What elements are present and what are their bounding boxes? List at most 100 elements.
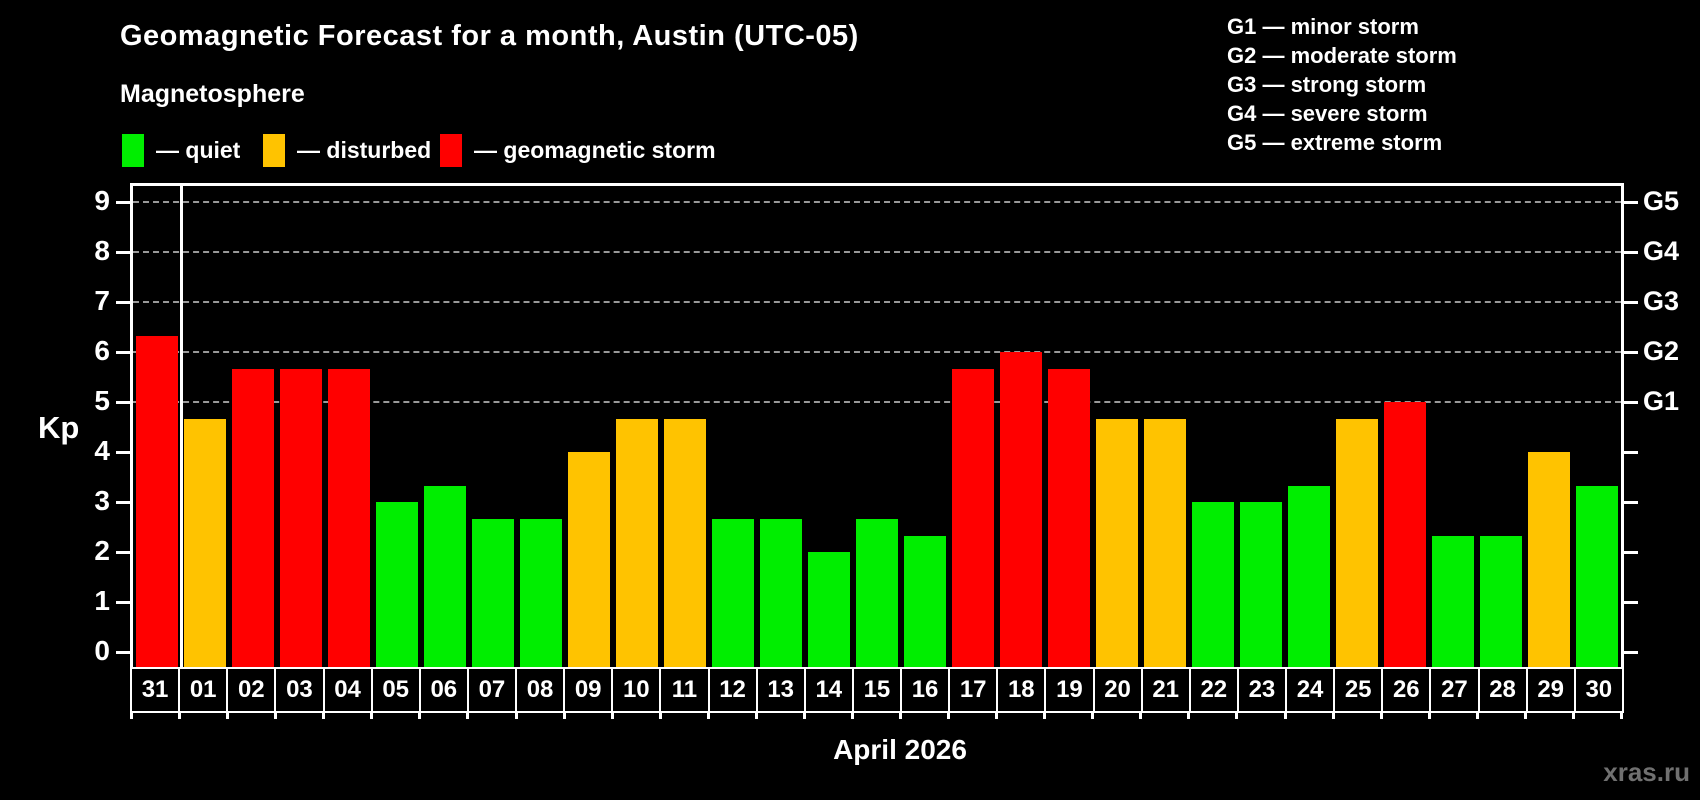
legend-item-storm: — geomagnetic storm bbox=[440, 133, 716, 167]
x-tick-cell-day-18: 18 bbox=[996, 669, 1045, 711]
bar-day-29 bbox=[1528, 452, 1570, 667]
x-tick-cell-day-11: 11 bbox=[659, 669, 708, 711]
bottom-axis-tick bbox=[466, 713, 470, 719]
bottom-axis-tick bbox=[658, 713, 662, 719]
y-tick-label-9: 9 bbox=[94, 185, 110, 216]
bar-day-13 bbox=[760, 518, 802, 667]
bar-day-26 bbox=[1384, 402, 1426, 667]
g-scale-tick-label-G4: G4 bbox=[1643, 236, 1680, 266]
bar-day-05 bbox=[376, 502, 418, 667]
x-tick-cell-day-10: 10 bbox=[611, 669, 660, 711]
x-axis-label-month: April 2026 bbox=[833, 734, 967, 765]
bar-day-01 bbox=[184, 418, 226, 667]
g-scale-tick-label-G3: G3 bbox=[1643, 286, 1680, 316]
g-scale-legend: G1 — minor storm G2 — moderate storm G3 … bbox=[1227, 12, 1457, 157]
bottom-axis-tick bbox=[1331, 713, 1335, 719]
gridline-kp-8 bbox=[133, 251, 1621, 255]
bottom-axis-tick bbox=[130, 713, 133, 719]
right-axis-tick-1 bbox=[1624, 601, 1638, 604]
bottom-axis-tick bbox=[562, 713, 566, 719]
bottom-axis-tick bbox=[610, 713, 614, 719]
x-tick-cell-day-28: 28 bbox=[1477, 669, 1526, 711]
y-tick-label-0: 0 bbox=[94, 635, 110, 666]
y-tick-label-1: 1 bbox=[94, 585, 110, 616]
right-axis-tick-8 bbox=[1624, 251, 1638, 254]
x-tick-cell-day-13: 13 bbox=[755, 669, 804, 711]
bottom-axis-tick bbox=[1379, 713, 1383, 719]
y-tick-label-2: 2 bbox=[94, 535, 110, 566]
bar-day-24 bbox=[1288, 485, 1330, 667]
x-axis-day-labels-row: 31 01 02 03 04 05 06 07 08 09 10 11 12 13 14 15 16 17 18 19… bbox=[130, 667, 1624, 713]
y-tick-label-7: 7 bbox=[94, 285, 110, 316]
plot-frame-top bbox=[130, 183, 1624, 186]
bar-day-07 bbox=[472, 518, 514, 667]
bottom-axis-tick bbox=[899, 713, 903, 719]
right-axis-tick-2 bbox=[1624, 551, 1638, 554]
x-tick-cell-day-17: 17 bbox=[948, 669, 997, 711]
x-tick-cell-day-22: 22 bbox=[1188, 669, 1237, 711]
storm-color-swatch bbox=[440, 133, 462, 167]
bottom-axis-tick bbox=[418, 713, 422, 719]
bottom-axis-tick bbox=[1571, 713, 1575, 719]
x-tick-cell-day-03: 03 bbox=[274, 669, 323, 711]
y-tick-label-5: 5 bbox=[94, 385, 110, 416]
bottom-axis-tick bbox=[1427, 713, 1431, 719]
y-axis-tick-1 bbox=[116, 601, 130, 604]
bar-day-30 bbox=[1576, 485, 1618, 667]
bar-day-25 bbox=[1336, 418, 1378, 667]
bottom-axis-tick bbox=[1139, 713, 1143, 719]
bottom-axis-tick bbox=[1283, 713, 1287, 719]
bottom-axis-tick bbox=[995, 713, 999, 719]
x-tick-cell-day-27: 27 bbox=[1429, 669, 1478, 711]
bottom-axis-tick bbox=[1091, 713, 1095, 719]
bottom-axis-tick bbox=[322, 713, 326, 719]
y-axis-tick-8 bbox=[116, 251, 130, 254]
legend-item-disturbed: — disturbed bbox=[263, 133, 431, 167]
x-tick-cell-day-01: 01 bbox=[178, 669, 227, 711]
bottom-axis-tick bbox=[1043, 713, 1047, 719]
y-axis-tick-4 bbox=[116, 451, 130, 454]
gridline-kp-6 bbox=[133, 351, 1621, 355]
x-tick-cell-day-19: 19 bbox=[1044, 669, 1093, 711]
bar-day-08 bbox=[520, 518, 562, 667]
x-tick-cell-day-21: 21 bbox=[1140, 669, 1189, 711]
bar-day-17 bbox=[952, 368, 994, 667]
bottom-axis-tick bbox=[370, 713, 374, 719]
g3-legend-line: G3 — strong storm bbox=[1227, 72, 1427, 97]
x-tick-cell-day-26: 26 bbox=[1381, 669, 1430, 711]
magnetosphere-subtitle: Magnetosphere bbox=[120, 80, 305, 108]
bar-day-31 bbox=[136, 335, 178, 667]
x-tick-cell-day-24: 24 bbox=[1285, 669, 1334, 711]
x-tick-cell-day-12: 12 bbox=[707, 669, 756, 711]
watermark-text: xras.ru bbox=[1603, 757, 1690, 787]
bottom-axis-tick bbox=[514, 713, 518, 719]
quiet-color-swatch bbox=[122, 133, 144, 167]
bar-day-03 bbox=[280, 368, 322, 667]
legend-item-quiet: — quiet bbox=[122, 133, 240, 167]
x-tick-cell-day-29: 29 bbox=[1525, 669, 1574, 711]
bar-day-04 bbox=[328, 368, 370, 667]
disturbed-color-swatch bbox=[263, 133, 285, 167]
x-tick-cell-day-08: 08 bbox=[515, 669, 564, 711]
bottom-axis-tick bbox=[1523, 713, 1527, 719]
x-tick-cell-day-30: 30 bbox=[1573, 669, 1622, 711]
bottom-axis-tick bbox=[178, 713, 182, 719]
bottom-axis-tick bbox=[706, 713, 710, 719]
bar-day-28 bbox=[1480, 535, 1522, 667]
bar-day-15 bbox=[856, 518, 898, 667]
y-axis-tick-7 bbox=[116, 301, 130, 304]
y-tick-label-6: 6 bbox=[94, 335, 110, 366]
y-axis-tick-0 bbox=[116, 651, 130, 654]
bar-day-18 bbox=[1000, 352, 1042, 667]
g1-legend-line: G1 — minor storm bbox=[1227, 14, 1419, 39]
right-axis-tick-6 bbox=[1624, 351, 1638, 354]
bottom-axis-tick bbox=[947, 713, 951, 719]
x-tick-cell-day-06: 06 bbox=[418, 669, 467, 711]
bar-day-09 bbox=[568, 452, 610, 667]
bar-day-23 bbox=[1240, 502, 1282, 667]
bar-day-21 bbox=[1144, 418, 1186, 667]
g5-legend-line: G5 — extreme storm bbox=[1227, 130, 1443, 155]
disturbed-legend-label: — disturbed bbox=[297, 136, 432, 163]
bar-day-19 bbox=[1048, 368, 1090, 667]
